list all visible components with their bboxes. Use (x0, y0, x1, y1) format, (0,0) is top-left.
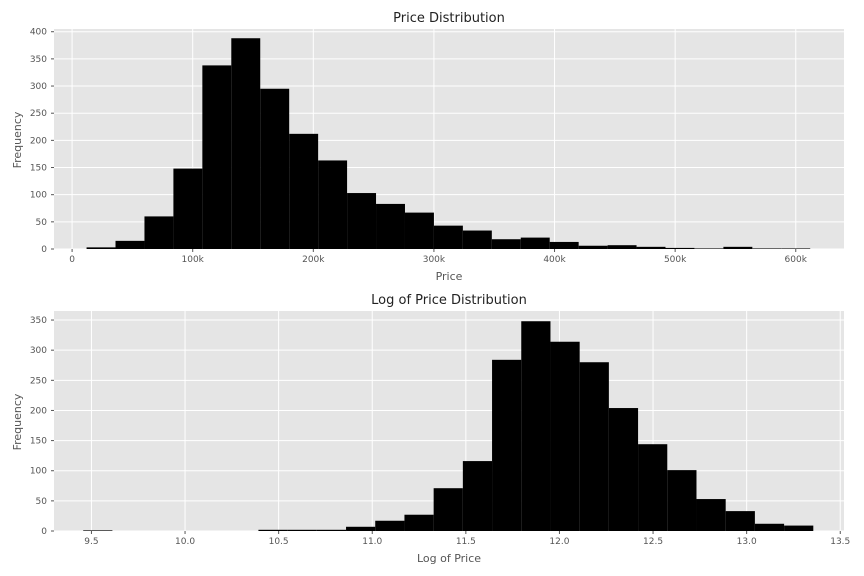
y-tick-label: 50 (36, 497, 48, 507)
y-tick-label: 100 (30, 191, 47, 201)
x-axis-label: Price (436, 270, 463, 283)
histogram-bar (521, 321, 551, 531)
histogram-bar (752, 248, 782, 249)
histogram-bar (549, 241, 579, 249)
y-tick-label: 400 (30, 28, 47, 38)
histogram-bar (404, 212, 434, 249)
histogram-bar (433, 488, 463, 531)
plot-area (54, 29, 844, 249)
y-axis-label: Frequency (11, 111, 24, 168)
histogram-bar (316, 529, 347, 531)
y-tick-label: 0 (41, 245, 47, 255)
x-tick-label: 11.5 (456, 537, 476, 547)
histogram-bar (608, 408, 639, 531)
histogram-bar (202, 65, 232, 249)
x-tick-label: 12.0 (549, 537, 569, 547)
histogram-bar (86, 247, 116, 249)
histogram-bar (492, 359, 522, 531)
histogram-bar (638, 444, 668, 531)
histogram-bar (607, 245, 637, 249)
histogram-bar (578, 245, 608, 249)
histogram-bar (83, 530, 113, 531)
histogram-bar (258, 529, 288, 531)
histogram-bar (667, 470, 697, 531)
y-tick-label: 200 (30, 406, 47, 416)
x-tick-label: 500k (664, 255, 687, 265)
x-tick-label: 13.5 (830, 537, 850, 547)
y-tick-label: 200 (30, 136, 47, 146)
histogram-bar (376, 203, 405, 249)
x-tick-label: 600k (785, 255, 808, 265)
histogram-bar (231, 38, 261, 249)
x-tick-label: 13.0 (737, 537, 757, 547)
histogram-bar (636, 246, 666, 249)
histogram-bar (781, 248, 811, 249)
histogram-bar (173, 168, 203, 249)
x-tick-label: 0 (69, 255, 75, 265)
histogram-bar (520, 237, 550, 249)
histogram-bar (725, 511, 755, 531)
x-tick-label: 11.0 (362, 537, 382, 547)
histogram-bar (696, 499, 726, 531)
x-tick-label: 300k (423, 255, 446, 265)
y-tick-label: 300 (30, 82, 47, 92)
histogram-bar (144, 216, 174, 249)
y-tick-label: 50 (36, 218, 48, 228)
histogram-bar (318, 160, 348, 249)
x-tick-label: 100k (182, 255, 205, 265)
chart-title: Log of Price Distribution (371, 293, 527, 308)
x-tick-label: 10.5 (269, 537, 289, 547)
histogram-bar (115, 240, 145, 249)
y-tick-label: 300 (30, 346, 47, 356)
x-tick-label: 400k (543, 255, 566, 265)
y-tick-label: 100 (30, 467, 47, 477)
histogram-bar (462, 230, 492, 249)
histogram-bar (404, 514, 434, 531)
histogram-bar (433, 225, 463, 249)
histogram-bar (375, 520, 405, 531)
x-tick-label: 9.5 (84, 537, 98, 547)
histogram-bar (694, 248, 724, 249)
histogram-bar (579, 362, 609, 531)
histogram-bar (287, 529, 317, 531)
histogram-bar (665, 247, 695, 249)
chart-title: Price Distribution (393, 11, 505, 26)
log-price-distribution-chart: Log of Price Distribution Log of Price F… (11, 293, 850, 565)
y-tick-label: 0 (41, 527, 47, 537)
price-distribution-chart: Price Distribution Price Frequency 0 100k… (11, 11, 844, 283)
histogram-bar (347, 193, 377, 249)
histogram-bar (754, 523, 785, 531)
y-tick-label: 250 (30, 109, 47, 119)
histogram-bar (346, 526, 376, 531)
histogram-bar (550, 341, 580, 531)
y-tick-label: 250 (30, 376, 47, 386)
histogram-bar (462, 461, 493, 531)
histogram-bar (784, 525, 814, 531)
y-tick-label: 150 (30, 164, 47, 174)
y-tick-label: 350 (30, 55, 47, 65)
x-tick-label: 200k (302, 255, 325, 265)
y-axis-label: Frequency (11, 393, 24, 450)
y-tick-label: 350 (30, 316, 47, 326)
x-axis-label: Log of Price (417, 552, 481, 565)
histogram-bar (260, 88, 290, 250)
x-tick-label: 10.0 (175, 537, 195, 547)
histogram-bar (491, 239, 521, 249)
x-tick-label: 12.5 (643, 537, 663, 547)
histogram-bar (289, 133, 319, 249)
y-tick-label: 150 (30, 437, 47, 447)
histogram-bar (723, 246, 753, 249)
